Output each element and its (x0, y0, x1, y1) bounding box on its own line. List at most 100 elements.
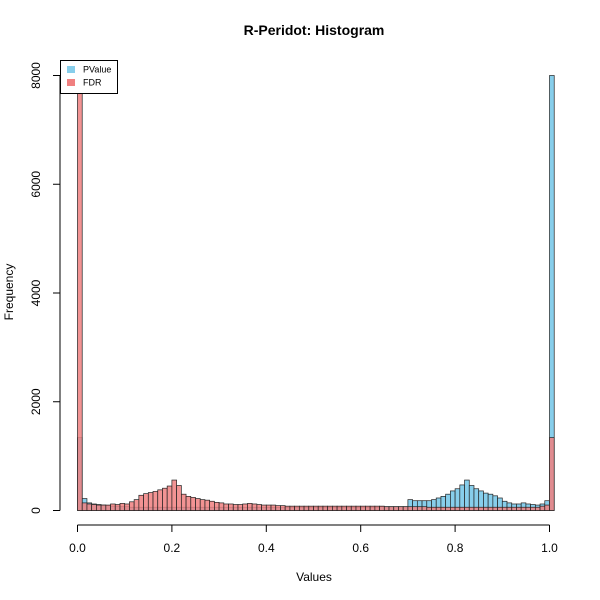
bars-layer (77, 75, 555, 511)
bar-fdr (426, 506, 432, 511)
bar-fdr (275, 505, 281, 511)
bar-fdr (544, 504, 550, 511)
bar-fdr (162, 487, 168, 511)
bar-fdr (516, 506, 522, 511)
bar-fdr (270, 504, 277, 511)
bar-fdr (511, 506, 517, 511)
bar-fdr (355, 505, 362, 511)
bar-fdr (143, 493, 149, 511)
bar-fdr (289, 505, 295, 511)
bar-fdr (199, 499, 206, 511)
bar-fdr (204, 499, 211, 511)
bar-fdr (327, 505, 333, 511)
bar-fdr (129, 501, 135, 511)
bar-fdr (185, 496, 192, 511)
bar-fdr (242, 503, 248, 511)
bar-fdr (497, 506, 503, 511)
bar-fdr (284, 505, 291, 511)
bar-fdr (313, 505, 319, 511)
bar-fdr (152, 491, 159, 511)
bar-fdr (110, 503, 116, 511)
bar-fdr (147, 492, 154, 511)
bar-fdr (383, 506, 390, 511)
bar-fdr (214, 501, 220, 511)
bar-fdr (473, 506, 480, 511)
bar-fdr (336, 505, 343, 511)
bar-fdr (96, 504, 102, 511)
bar-fdr (138, 494, 144, 511)
y-tick-label: 4000 (29, 279, 43, 306)
bar-fdr (91, 504, 97, 511)
y-axis-label: Frequency (2, 264, 16, 321)
bar-fdr (303, 505, 310, 511)
bar-fdr (549, 437, 555, 511)
bar-fdr (77, 75, 83, 511)
x-axis-label: Values (296, 570, 332, 584)
x-axis: 0.0 0.2 0.4 0.6 0.8 1.0 (69, 524, 558, 555)
bar-fdr (416, 506, 423, 511)
bar-fdr (332, 505, 338, 511)
bar-fdr (180, 493, 187, 511)
x-tick-label: 0.2 (164, 541, 181, 555)
bar-fdr (308, 505, 314, 511)
bar-fdr (407, 506, 413, 511)
bar-fdr (247, 503, 253, 511)
bar-fdr (459, 506, 465, 511)
bar-fdr (369, 505, 376, 511)
bar-fdr (209, 500, 215, 511)
bar-fdr (133, 499, 140, 511)
bar-fdr (195, 498, 201, 511)
bar-fdr (435, 506, 442, 511)
y-tick-label: 8000 (29, 62, 43, 89)
bar-fdr (223, 503, 229, 511)
chart-title: R-Peridot: Histogram (244, 22, 385, 38)
bar-fdr (530, 506, 536, 511)
bar-fdr (171, 479, 177, 511)
legend-label-fdr: FDR (83, 78, 102, 88)
bar-fdr (501, 506, 508, 511)
x-tick-label: 1.0 (541, 541, 558, 555)
bar-fdr (346, 505, 352, 511)
bar-fdr (100, 504, 107, 511)
bar-fdr (119, 503, 126, 511)
bar-fdr (228, 503, 234, 511)
bar-fdr (412, 506, 418, 511)
bar-fdr (445, 506, 451, 511)
bar-fdr (105, 504, 111, 511)
bar-fdr (232, 504, 239, 511)
y-tick-label: 2000 (29, 388, 43, 415)
bar-fdr (454, 506, 461, 511)
bar-fdr (256, 504, 262, 511)
y-tick-label: 0 (29, 507, 43, 514)
series-fdr (77, 75, 555, 511)
bar-fdr (398, 506, 404, 511)
bar-fdr (478, 506, 484, 511)
bar-fdr (539, 505, 546, 511)
bar-fdr (520, 506, 527, 511)
bar-fdr (492, 506, 498, 511)
bar-fdr (218, 502, 225, 511)
x-tick-label: 0.8 (447, 541, 464, 555)
bar-fdr (421, 506, 428, 511)
bar-fdr (506, 506, 513, 511)
y-tick-label: 6000 (29, 171, 43, 198)
bar-fdr (393, 506, 399, 511)
bar-fdr (190, 497, 196, 511)
bar-pvalue (468, 485, 475, 511)
bar-fdr (298, 505, 305, 511)
bar-fdr (176, 485, 182, 511)
bar-fdr (294, 505, 300, 511)
bar-fdr (157, 489, 163, 511)
bar-fdr (317, 505, 324, 511)
bar-fdr (322, 505, 329, 511)
bar-fdr (365, 505, 371, 511)
bar-fdr (388, 506, 395, 511)
bar-fdr (431, 506, 437, 511)
bar-fdr (483, 506, 489, 511)
y-axis: 0 2000 4000 6000 8000 (29, 62, 61, 514)
bar-fdr (440, 506, 447, 511)
bar-fdr (468, 506, 475, 511)
bar-pvalue (464, 479, 470, 511)
bar-fdr (379, 505, 385, 511)
